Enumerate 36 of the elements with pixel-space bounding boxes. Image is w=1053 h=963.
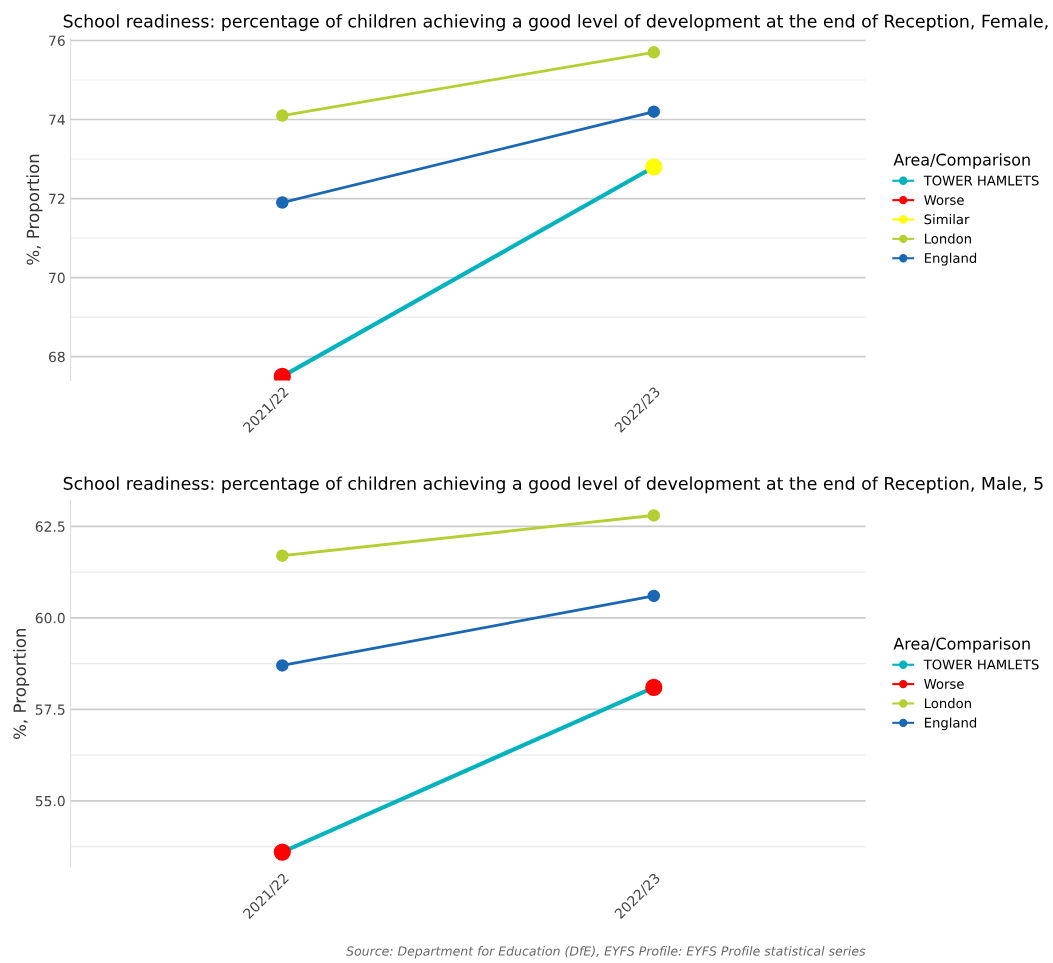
y-tick-label: 72	[49, 193, 65, 204]
y-tick-label: 55.0	[35, 795, 65, 807]
point	[647, 589, 661, 603]
point	[647, 509, 661, 522]
chart-title: School readiness: percentage of children achieving a good level of development at the end of Reception, Female,	[63, 14, 1048, 32]
legend-title: Area/Comparison	[893, 153, 1030, 169]
y-tick-label: 74	[49, 114, 65, 125]
point	[647, 105, 661, 118]
y-tick-label: 70	[49, 272, 65, 284]
point	[276, 549, 289, 562]
legend-label: London	[924, 233, 971, 244]
legend-label: Worse	[924, 679, 964, 689]
y-tick-label: 57.5	[35, 704, 65, 715]
y-tick-label: 68	[48, 351, 65, 363]
legend-label: TOWER HAMLETS	[923, 659, 1039, 670]
legend-title: Area/Comparison	[893, 637, 1030, 653]
y-axis-title: %, Proportion	[13, 628, 30, 740]
y-axis-title: %, Proportion	[26, 154, 43, 265]
point	[645, 158, 663, 176]
y-tick-label: 60.0	[35, 612, 65, 624]
legend-label: London	[924, 698, 971, 709]
legend-label: England	[924, 717, 977, 731]
point	[645, 678, 663, 697]
point	[647, 46, 661, 59]
legend-label: Worse	[924, 195, 964, 205]
point	[276, 196, 289, 209]
chart-title: School readiness: percentage of children achieving a good level of development at the end of Reception, Male, 5	[63, 476, 1043, 494]
legend-label: England	[924, 252, 977, 266]
source-note: Source: Department for Education (DfE), EYFS Profile: EYFS Profile statistical series	[346, 946, 866, 959]
y-tick-label: 62.5	[35, 521, 65, 532]
point	[276, 659, 289, 672]
y-tick-label: 76	[49, 35, 65, 46]
point	[276, 109, 289, 122]
legend-label: TOWER HAMLETS	[923, 175, 1039, 186]
legend-label: Similar	[924, 214, 970, 225]
point	[273, 843, 291, 861]
